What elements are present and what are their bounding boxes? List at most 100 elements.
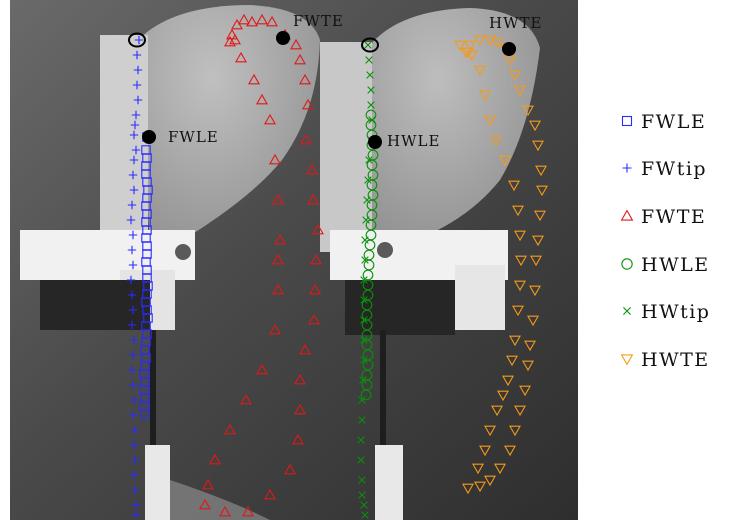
point-fwtip-14 [128,230,138,240]
point-fwtip-31 [130,485,140,495]
legend-label-fwtip: FWtip [641,158,707,180]
point-fwtip-19 [128,305,138,315]
point-fwtip-29 [130,455,140,465]
legend-label-hwle: HWLE [641,254,710,276]
left-bracket [20,230,195,330]
point-fwtip-24 [128,380,138,390]
point-fwte-18 [299,343,311,355]
annotation-fwte: FWTE [293,12,344,30]
legend-marker-fwte [620,209,634,221]
point-hwte-29 [462,483,474,495]
point-hwte-18 [529,285,541,297]
point-hwtip-4 [367,101,375,109]
point-hwtip-2 [366,71,374,79]
point-hwtip-18 [359,376,367,384]
point-hwte-39 [514,280,526,292]
point-hwte-37 [509,335,521,347]
point-fwte-12 [306,163,318,175]
point-fwtip-4 [133,95,143,105]
point-hwtip-16 [360,336,368,344]
point-hwtip-19 [358,396,366,404]
point-hwte-19 [527,315,539,327]
legend-marker-hwte [620,354,634,366]
point-fwte-9 [299,73,311,85]
point-fwte-38 [264,113,276,125]
point-fwtip-1 [132,50,142,60]
left-bracket-bolt [175,244,191,260]
point-hwte-27 [484,475,496,487]
point-fwte-31 [256,363,268,375]
series-fwtip [126,35,144,520]
point-fwtip-28 [129,440,139,450]
point-fwte-42 [229,33,241,45]
point-fwte-32 [269,323,281,335]
point-hwte-49 [466,50,478,62]
point-fwte-2 [238,13,250,25]
legend-marker-fwle [621,115,633,127]
point-hwte-34 [497,390,509,402]
point-fwtip-15 [127,245,137,255]
point-hwte-32 [484,425,496,437]
point-hwte-22 [519,385,531,397]
annotation-hwte: HWTE [489,14,542,32]
point-fwte-11 [300,133,312,145]
point-hwte-12 [532,140,544,152]
left-rod [150,330,156,520]
point-hwte-8 [509,70,521,82]
point-fwtip-10 [128,170,138,180]
point-fwtip-27 [130,425,140,435]
fore-wing-spar [100,35,148,250]
point-fwtip-13 [126,215,136,225]
point-fwte-25 [219,505,231,517]
point-hwtip-11 [361,236,369,244]
point-fwtip-17 [126,275,136,285]
point-hwte-4 [484,35,496,47]
hind-wing-spar [320,42,372,252]
point-hwte-30 [472,463,484,475]
series-hwte [454,35,548,495]
point-hwte-40 [515,255,527,267]
point-fwte-15 [310,253,322,265]
photo-background [10,0,578,520]
point-fwtip-0 [134,35,144,45]
point-fwte-16 [309,283,321,295]
point-hwtip-13 [360,276,368,284]
point-hwtip-21 [357,436,365,444]
point-fwte-36 [272,193,284,205]
highlight-point-hwte [502,42,516,56]
point-fwtip-9 [129,155,139,165]
point-hwte-31 [479,445,491,457]
point-fwte-21 [292,433,304,445]
point-fwtip-16 [128,260,138,270]
right-bracket [330,230,508,335]
point-fwte-20 [294,403,306,415]
point-fwte-27 [202,478,214,490]
point-fwte-19 [294,373,306,385]
point-fwte-0 [226,28,238,40]
point-hwte-41 [514,230,526,242]
tip-start-ring-4 [128,32,146,48]
legend-label-hwtip: HWtip [641,301,710,323]
point-hwtip-10 [362,216,370,224]
point-hwte-38 [512,305,524,317]
series-fwle [139,132,153,419]
point-fwtip-26 [128,410,138,420]
point-hwle-28 [360,389,372,401]
point-hwte-3 [474,35,486,47]
point-fwte-5 [266,15,278,27]
point-fwtip-5 [131,110,141,120]
point-hwte-9 [514,85,526,97]
left-base [145,445,170,520]
point-fwte-14 [312,223,324,235]
point-fwte-33 [272,283,284,295]
highlight-point-fwte [276,31,290,45]
legend-marker-hwle [621,258,633,270]
point-hwtip-5 [368,116,376,124]
point-fwtip-21 [129,335,139,345]
point-hwte-5 [491,37,503,49]
point-fwtip-6 [130,120,140,130]
point-hwte-2 [464,40,476,52]
point-fwte-7 [290,38,302,50]
point-fwte-34 [272,253,284,265]
point-hwtip-15 [360,316,368,324]
